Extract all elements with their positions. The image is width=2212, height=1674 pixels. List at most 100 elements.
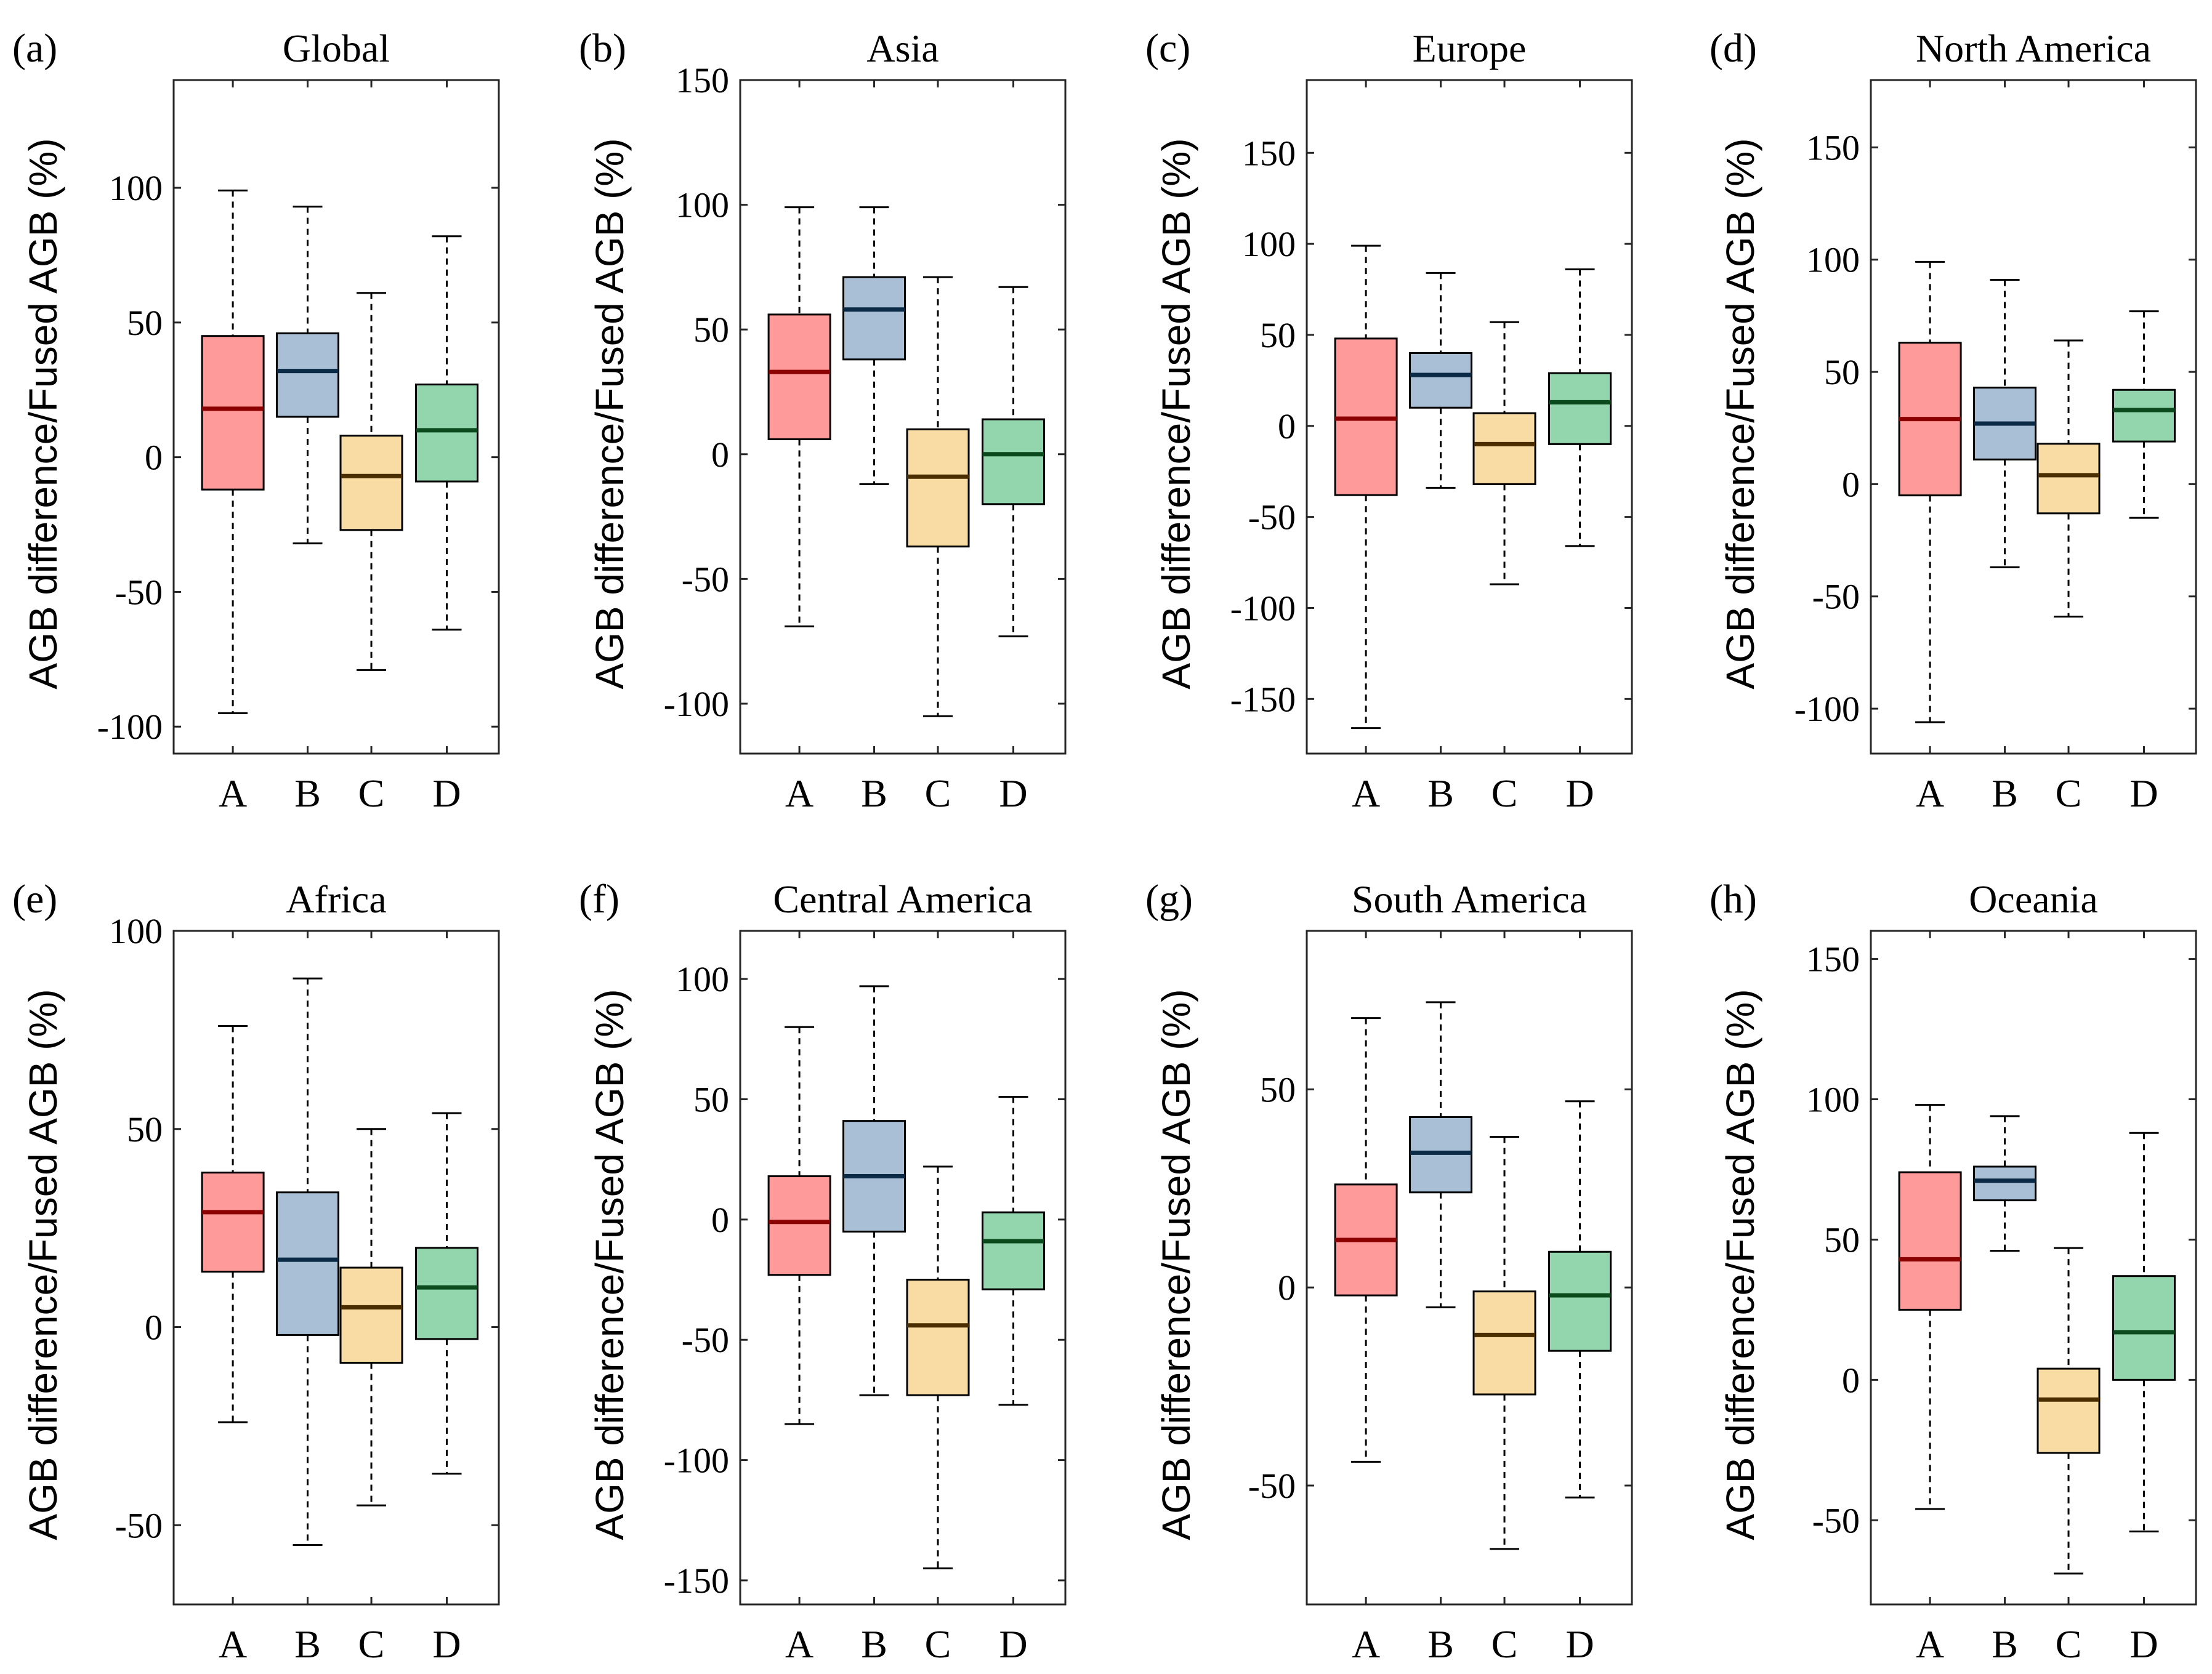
x-tick-label: C: [925, 1622, 951, 1666]
x-tick-label: D: [1565, 1622, 1594, 1666]
box-iqr: [201, 335, 265, 491]
y-tick-label: -50: [1812, 577, 1860, 617]
y-tick-label: -100: [1794, 689, 1860, 729]
y-tick-label: 0: [1842, 1360, 1860, 1400]
y-tick-label: -100: [1230, 588, 1296, 628]
panel-label: (a): [12, 26, 57, 71]
x-tick-label: D: [2129, 771, 2158, 815]
axes-frame: [172, 930, 500, 1606]
box-d: [1548, 1100, 1612, 1499]
x-tick-label: A: [1916, 1622, 1944, 1666]
chart-title: Europe: [1413, 26, 1527, 70]
y-tick-label: 100: [1806, 1080, 1860, 1120]
box-d: [982, 286, 1046, 638]
box-iqr: [1472, 412, 1536, 485]
x-tick-label: B: [1427, 1622, 1454, 1666]
box-b: [276, 977, 340, 1546]
box-a: [1898, 260, 1962, 723]
panel-label: (c): [1145, 26, 1190, 71]
y-tick-label: 150: [1806, 940, 1860, 980]
y-tick-label: -50: [682, 559, 729, 599]
x-tick-label: B: [1992, 771, 2018, 815]
chart-panel-c: A B C D -150 -100 -50 0 50 100 150 Europe (c) AGB dif…: [1145, 26, 1633, 815]
y-tick-label: 150: [1242, 133, 1296, 173]
y-tick-label: 0: [145, 1308, 163, 1348]
panel-label: (b): [579, 26, 626, 71]
chart-panel-b: A B C D -100 -50 0 50 100 150 Asia (b) AGB differenc…: [579, 26, 1067, 815]
box-iqr: [906, 428, 970, 548]
x-tick-label: D: [999, 771, 1027, 815]
x-tick-label: C: [358, 1622, 385, 1666]
y-axis-label: AGB difference/Fused AGB (%): [21, 989, 65, 1540]
box-c: [339, 1128, 403, 1507]
box-iqr: [767, 313, 831, 440]
x-tick-label: C: [1491, 771, 1518, 815]
y-tick-label: 0: [1842, 464, 1860, 504]
y-tick-label: 50: [127, 1109, 163, 1149]
chart-title: Asia: [866, 26, 938, 70]
box-c: [2036, 1247, 2101, 1575]
box-iqr: [276, 332, 340, 418]
box-b: [842, 985, 906, 1396]
y-tick-label: 50: [693, 1080, 729, 1120]
box-a: [767, 1026, 831, 1425]
box-iqr: [982, 1211, 1046, 1290]
y-axis-label: AGB difference/Fused AGB (%): [587, 138, 632, 689]
chart-panel-h: A B C D -50 0 50 100 150 Oceania (h) AGB difference…: [1709, 877, 2197, 1666]
box-c: [906, 1165, 970, 1569]
chart-panel-d: A B C D -100 -50 0 50 100 150 North America (d) AGB …: [1709, 26, 2197, 815]
box-iqr: [842, 276, 906, 361]
chart-title: Central America: [773, 877, 1032, 921]
box-iqr: [415, 1247, 479, 1340]
chart-panel-a: A B C D -100 -50 0 50 100 Global (a) AGB difference…: [12, 26, 500, 815]
axes-frame: [739, 930, 1067, 1606]
box-iqr: [2112, 1275, 2176, 1381]
box-b: [276, 206, 340, 545]
panel-label: (e): [12, 877, 57, 922]
box-b: [1973, 279, 2037, 568]
y-tick-label: -150: [664, 1561, 729, 1601]
y-tick-label: 100: [1242, 224, 1296, 264]
y-tick-label: 0: [1278, 406, 1296, 446]
y-tick-label: -50: [1248, 497, 1296, 537]
panel-label: (f): [579, 877, 620, 922]
y-axis-label: AGB difference/Fused AGB (%): [1154, 989, 1198, 1540]
box-c: [906, 276, 970, 717]
box-b: [842, 206, 906, 485]
y-tick-label: 100: [676, 185, 729, 225]
box-iqr: [1472, 1290, 1536, 1396]
x-tick-label: B: [861, 1622, 887, 1666]
chart-title: Global: [283, 26, 390, 70]
box-iqr: [415, 383, 479, 483]
chart-panel-g: A B C D -50 0 50 South America (g) AGB difference…: [1145, 877, 1633, 1666]
y-tick-label: -50: [1812, 1500, 1860, 1540]
x-tick-label: A: [785, 771, 813, 815]
y-tick-label: 50: [127, 303, 163, 343]
box-iqr: [276, 1191, 340, 1336]
axes-frame: [739, 79, 1067, 755]
box-iqr: [339, 1266, 403, 1364]
y-tick-label: 50: [1824, 352, 1860, 392]
box-a: [201, 1024, 265, 1423]
y-tick-label: 50: [1260, 315, 1296, 355]
box-a: [1334, 1017, 1398, 1463]
y-tick-label: 50: [693, 310, 729, 350]
x-tick-label: C: [2056, 771, 2082, 815]
chart-title: Oceania: [1969, 877, 2098, 921]
x-tick-label: A: [785, 1622, 813, 1666]
box-d: [1548, 268, 1612, 547]
x-tick-label: B: [1992, 1622, 2018, 1666]
y-axis-label: AGB difference/Fused AGB (%): [21, 138, 65, 689]
x-tick-label: D: [999, 1622, 1027, 1666]
y-tick-label: 100: [676, 959, 729, 999]
y-tick-label: 100: [109, 911, 163, 951]
y-axis-label: AGB difference/Fused AGB (%): [1718, 138, 1762, 689]
y-tick-label: 0: [711, 435, 729, 475]
x-tick-label: A: [1352, 771, 1380, 815]
x-tick-label: D: [432, 1622, 461, 1666]
y-axis-label: AGB difference/Fused AGB (%): [1718, 989, 1762, 1540]
x-tick-label: C: [1491, 1622, 1518, 1666]
panel-label: (d): [1709, 26, 1757, 71]
x-tick-label: D: [2129, 1622, 2158, 1666]
box-a: [1334, 244, 1398, 730]
